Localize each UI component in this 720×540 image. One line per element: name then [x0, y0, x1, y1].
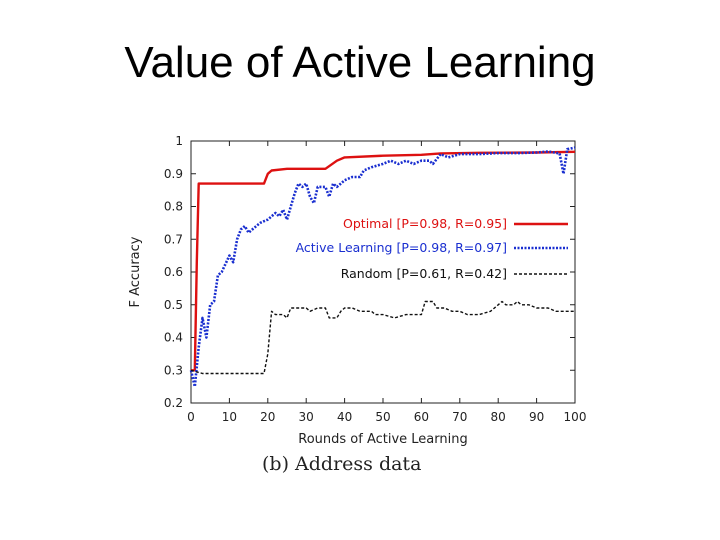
- x-axis-label: Rounds of Active Learning: [298, 432, 467, 447]
- y-tick-label: 0.9: [164, 167, 183, 181]
- x-tick-label: 100: [564, 410, 587, 424]
- y-tick-label: 0.5: [164, 298, 183, 312]
- x-tick-label: 80: [491, 410, 506, 424]
- x-tick-label: 20: [260, 410, 275, 424]
- series-layer: [189, 146, 576, 388]
- x-tick-label: 60: [414, 410, 429, 424]
- legend-label-1: Active Learning [P=0.98, R=0.97]: [296, 240, 507, 255]
- x-tick-label: 0: [187, 410, 195, 424]
- figure-caption: (b) Address data: [262, 453, 422, 475]
- y-axis-ticks: 0.2 0.3 0.4 0.5 0.6 0.7 0.8 0.9 1: [164, 134, 575, 410]
- legend: Optimal [P=0.98, R=0.95] Active Learning …: [296, 216, 568, 281]
- x-axis-ticks: 0 10 20 30 40 50 60 70 80 90 100: [187, 141, 586, 424]
- series-line-0: [191, 150, 576, 372]
- x-tick-label: 90: [529, 410, 544, 424]
- y-axis-label: F Accuracy: [128, 236, 143, 307]
- legend-label-0: Optimal [P=0.98, R=0.95]: [343, 216, 507, 231]
- x-tick-label: 40: [337, 410, 352, 424]
- series-line-1: [189, 146, 576, 388]
- x-tick-label: 70: [452, 410, 467, 424]
- series-line-2: [190, 300, 575, 375]
- slide-title: Value of Active Learning: [124, 38, 596, 87]
- y-tick-label: 0.3: [164, 363, 183, 377]
- y-tick-label: 1: [175, 134, 183, 148]
- legend-label-2: Random [P=0.61, R=0.42]: [341, 266, 507, 281]
- x-tick-label: 10: [222, 410, 237, 424]
- y-tick-label: 0.2: [164, 396, 183, 410]
- y-tick-label: 0.4: [164, 331, 183, 345]
- y-tick-label: 0.7: [164, 232, 183, 246]
- x-tick-label: 50: [375, 410, 390, 424]
- y-tick-label: 0.8: [164, 200, 183, 214]
- y-tick-label: 0.6: [164, 265, 183, 279]
- x-tick-label: 30: [299, 410, 314, 424]
